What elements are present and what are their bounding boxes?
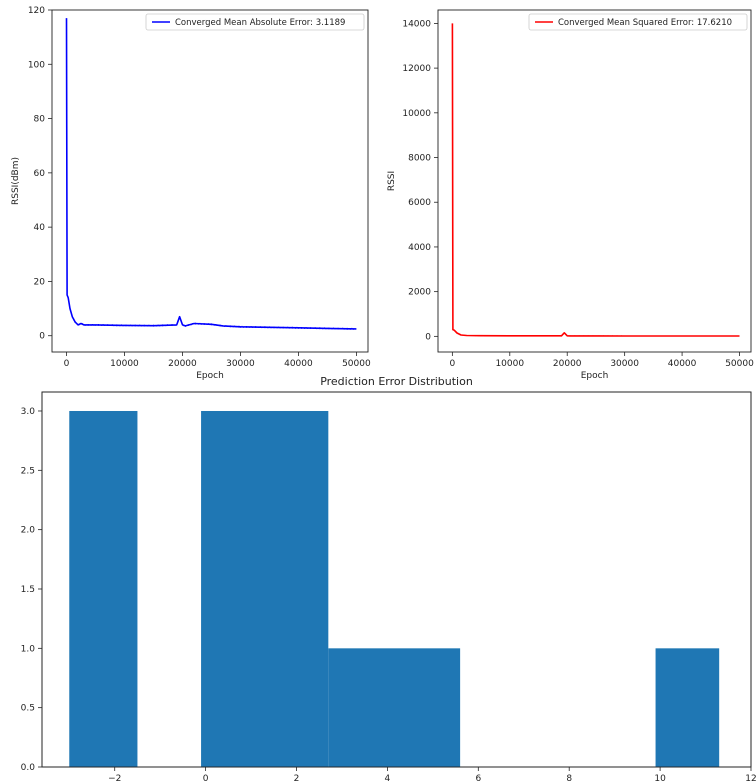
x-tick-label: 30000 — [610, 359, 639, 369]
legend-box — [528, 13, 748, 31]
y-tick-label: 4000 — [408, 243, 431, 253]
y-tick-label: 2.0 — [21, 526, 36, 536]
y-tick-label: 1.5 — [21, 585, 35, 595]
x-tick-label: 12 — [745, 774, 756, 783]
y-tick-label: 3.0 — [21, 407, 36, 417]
y-tick-label: 1.0 — [21, 644, 36, 654]
y-tick-label: 80 — [34, 115, 46, 125]
x-tick-label: 50000 — [725, 359, 754, 369]
plot-frame-top — [41, 391, 752, 768]
y-axis-label: RSSI — [387, 171, 397, 191]
x-tick-label: 40000 — [284, 359, 313, 369]
y-tick-label: 2.5 — [21, 466, 35, 476]
x-axis-label: Epoch — [581, 371, 609, 381]
y-tick-label: 10000 — [402, 109, 431, 119]
chart-panel-1: 0 10000 20000 30000 40000 50000 0 2000 4000 6000 8… — [387, 9, 754, 381]
y-tick-label: 12000 — [402, 64, 431, 74]
y-tick-label: 120 — [28, 6, 45, 16]
histogram-bar — [328, 648, 461, 767]
chart-panel-2: −2 0 2 4 6 8 10 12 0.0 0.5 1.0 1.5 2.0 2.5 3.0 Predicti… — [21, 375, 756, 783]
histogram-bar — [655, 648, 720, 767]
x-tick-label: 6 — [475, 774, 481, 783]
y-tick-label: 0 — [425, 332, 431, 342]
series-line-0 — [65, 18, 357, 330]
series-line-0 — [451, 23, 740, 337]
x-tick-label: 0 — [203, 774, 209, 783]
plot-frame — [437, 9, 752, 353]
histogram-bar — [69, 410, 138, 767]
y-tick-label: 2000 — [408, 288, 431, 298]
x-tick-label: 50000 — [342, 359, 371, 369]
x-tick-label: 0 — [449, 359, 455, 369]
y-tick-label: 40 — [34, 223, 46, 233]
x-tick-label: 20000 — [168, 359, 197, 369]
x-axis-label: Epoch — [196, 371, 224, 381]
x-tick-label: 20000 — [553, 359, 582, 369]
y-tick-label: 0 — [39, 332, 45, 342]
x-tick-label: 40000 — [668, 359, 697, 369]
x-tick-label: 4 — [385, 774, 391, 783]
y-tick-label: 60 — [34, 169, 46, 179]
x-tick-label: 8 — [566, 774, 572, 783]
y-axis-label: RSSI(dBm) — [11, 157, 21, 205]
histogram-bar — [201, 410, 329, 767]
y-tick-label: 100 — [28, 60, 45, 70]
y-tick-label: 20 — [34, 277, 46, 287]
y-tick-label: 6000 — [408, 198, 431, 208]
legend-entry: Converged Mean Absolute Error: 3.1189 — [175, 18, 345, 28]
x-tick-label: 0 — [64, 359, 70, 369]
x-tick-label: 2 — [294, 774, 300, 783]
x-tick-label: −2 — [108, 774, 121, 783]
plot-frame — [51, 9, 369, 353]
x-tick-label: 10000 — [495, 359, 524, 369]
legend-entry: Converged Mean Squared Error: 17.6210 — [558, 18, 732, 28]
x-tick-label: 10 — [654, 774, 666, 783]
legend-box — [145, 13, 365, 31]
y-tick-label: 0.5 — [21, 704, 35, 714]
x-tick-label: 10000 — [110, 359, 139, 369]
chart-panel-0: 0 10000 20000 30000 40000 50000 0 20 40 60 80 100 12… — [11, 6, 371, 381]
series-noise-0 — [69, 308, 356, 330]
y-tick-label: 14000 — [402, 19, 431, 29]
x-tick-label: 30000 — [226, 359, 255, 369]
chart-title: Prediction Error Distribution — [320, 375, 473, 388]
y-tick-label: 8000 — [408, 154, 431, 164]
y-tick-label: 0.0 — [21, 763, 36, 773]
